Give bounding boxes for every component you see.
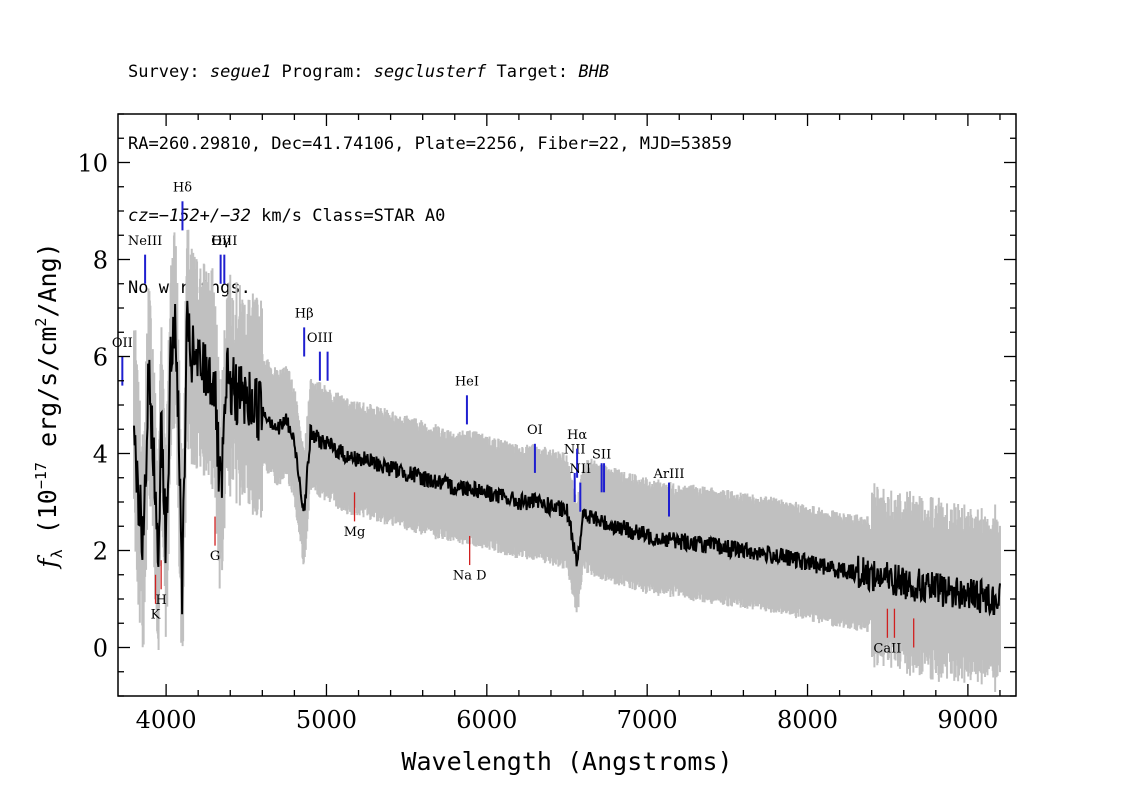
line-label: G [210,549,220,564]
header-line-survey: Survey: segue1 Program: segclusterf Targ… [128,60,732,84]
program-label: Program: [271,62,374,82]
axis-ticks [118,113,1016,697]
survey-label: Survey: [128,62,210,82]
line-label: NII [569,462,591,477]
x-tick-label: 4000 [136,706,197,734]
x-tick-label: 7000 [617,706,678,734]
line-label: NeIII [128,234,162,249]
y-tick-label: 10 [77,150,108,178]
x-tick-labels: 4000 5000 6000 7000 8000 9000 [136,706,999,734]
line-label: SII [592,447,611,462]
line-label: H [155,593,166,608]
y-axis-close: /Ang) [33,242,62,317]
y-tick-label: 2 [93,538,108,566]
y-tick-label: 0 [93,635,108,663]
line-label: Hα [567,428,587,443]
x-tick-label: 6000 [456,706,517,734]
line-label: CaII [873,641,901,656]
flux-layer [133,300,1001,617]
x-tick-label: 8000 [777,706,838,734]
y-axis-units: erg/s/cm [33,327,62,462]
cz-class: km/s Class=STAR A0 [250,206,446,226]
y-tick-label: 6 [93,344,108,372]
y-axis-squared: 2 [32,318,50,327]
line-label: Hγ [211,234,230,249]
line-label: K [151,607,161,622]
survey-value: segue1 [209,62,272,82]
line-label: Hδ [173,181,192,196]
x-axis-title: Wavelength (Angstroms) [401,747,732,776]
x-tick-label: 9000 [937,706,998,734]
header-line-redshift: cz=−152+/−32 km/s Class=STAR A0 [128,204,732,228]
y-axis-lambda: λ [48,549,66,558]
line-label: NII [564,443,586,458]
y-axis-exponent: −17 [32,462,50,489]
program-value: segclusterf [373,62,487,82]
y-tick-label: 4 [93,441,108,469]
line-label: OI [527,423,543,438]
line-label: Hβ [295,307,314,322]
target-value: BHB [578,62,610,82]
line-label: HeI [455,375,479,390]
line-label: OIII [307,331,333,346]
error-band-layer [133,229,1001,693]
line-label: OII [112,336,133,351]
line-label: Na D [453,569,487,584]
line-label: Mg [344,525,366,540]
x-tick-label: 5000 [296,706,357,734]
line-label: ArIII [652,467,684,482]
y-tick-labels: 0 2 4 6 8 10 [77,150,108,663]
header-line-coordinates: RA=260.29810, Dec=41.74106, Plate=2256, … [128,134,732,154]
cz-label: cz= [128,206,159,226]
y-tick-label: 8 [93,247,108,275]
target-label: Target: [486,62,579,82]
y-axis-f: f [33,555,62,570]
spectrum-header: Survey: segue1 Program: segclusterf Targ… [128,12,732,324]
flux-line [133,300,1001,617]
line-label: OIII [211,234,237,249]
y-axis-title: fλ (10−17 erg/s/cm2/Ang) [32,242,66,569]
y-axis-open: (10 [33,489,62,549]
